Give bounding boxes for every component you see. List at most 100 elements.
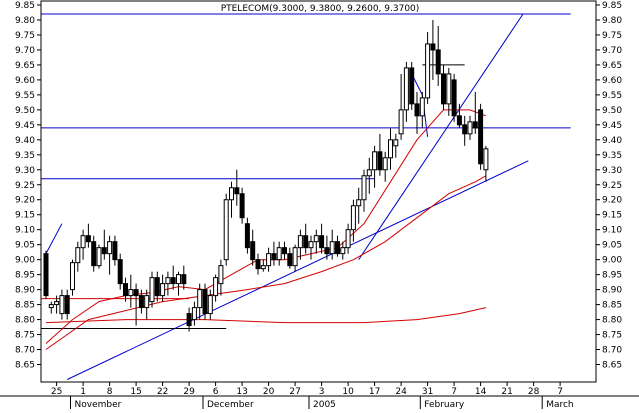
y-tick-label-right: 9.05	[602, 241, 622, 251]
x-tick-label: 20	[263, 387, 275, 397]
candle-body	[345, 229, 351, 249]
x-tick-label: 15	[130, 387, 141, 397]
candle-body	[340, 247, 346, 255]
candle-body	[48, 304, 54, 309]
candle-body	[234, 187, 240, 195]
x-tick-label: 21	[501, 387, 512, 397]
candle-body	[303, 235, 309, 249]
y-tick-label-left: 8.75	[15, 331, 35, 341]
candle-body	[409, 67, 415, 105]
candle-body	[70, 262, 75, 291]
candle-body	[388, 139, 393, 159]
candle-body	[271, 253, 277, 261]
candle-body	[54, 301, 60, 306]
y-tick-label-right: 8.70	[602, 346, 622, 356]
candle-body	[372, 151, 378, 171]
right-axis: 8.65 8.70 8.75 8.80 8.85 8.90 8.95 9.00 9.05 9.10…	[596, 1, 622, 371]
left-axis: 8.65 8.70 8.75 8.80 8.85 8.90 8.95 9.00 9.05 9.10…	[15, 1, 41, 371]
x-tick-label: 7	[451, 387, 457, 397]
candle-body	[239, 193, 245, 219]
month-label: February	[424, 400, 465, 409]
x-tick-label: 25	[51, 387, 62, 397]
candle-body	[377, 151, 383, 171]
moving-average-line	[45, 109, 487, 344]
moving-average-line	[45, 175, 487, 350]
candle-body	[451, 79, 457, 117]
y-tick-label-right: 8.75	[602, 331, 622, 341]
candle-body	[483, 148, 489, 171]
month-label: November	[75, 400, 122, 409]
y-tick-label-left: 8.95	[15, 271, 35, 281]
y-tick-label-right: 9.80	[602, 16, 622, 26]
x-tick-label: 22	[157, 387, 168, 397]
y-tick-label-right: 9.65	[602, 61, 622, 71]
y-tick-label-right: 9.70	[602, 46, 622, 56]
candle-body	[186, 313, 192, 327]
candle-body	[176, 274, 181, 285]
x-tick-label: 13	[236, 387, 247, 397]
candle-body	[472, 121, 478, 129]
y-tick-label-left: 9.15	[15, 211, 35, 221]
candle-body	[170, 277, 176, 285]
candle-body	[123, 283, 128, 297]
x-tick-label: 27	[289, 387, 300, 397]
candle-body	[85, 235, 91, 243]
x-tick-label: 28	[528, 387, 540, 397]
moving-average-line	[45, 307, 487, 324]
plot-frame	[40, 0, 597, 383]
y-tick-label-right: 9.20	[602, 196, 622, 206]
y-tick-label-left: 9.40	[15, 136, 35, 146]
y-tick-label-right: 8.90	[602, 286, 622, 296]
candle-body	[403, 67, 409, 111]
candle-body	[112, 241, 118, 261]
y-tick-label-right: 9.25	[602, 181, 622, 191]
y-tick-label-right: 9.10	[602, 226, 622, 236]
candle-body	[441, 73, 446, 105]
y-tick-label-right: 9.85	[602, 1, 622, 11]
candle-body	[335, 241, 340, 255]
y-tick-label-right: 9.40	[602, 136, 622, 146]
candle-body	[456, 115, 462, 126]
candle-body	[282, 247, 287, 255]
candle-body	[43, 253, 49, 297]
candle-body	[287, 253, 293, 267]
candle-body	[276, 247, 282, 261]
x-tick-label: 6	[213, 387, 219, 397]
y-tick-label-left: 9.70	[15, 46, 35, 56]
y-tick-label-left: 9.20	[15, 196, 35, 206]
candle-body	[462, 124, 468, 135]
candle-body	[181, 274, 187, 285]
y-tick-label-right: 9.50	[602, 106, 622, 116]
candle-body	[117, 259, 123, 285]
y-tick-label-right: 9.00	[602, 256, 622, 266]
y-tick-label-left: 8.90	[15, 286, 35, 296]
candle-body	[80, 235, 86, 249]
candle-body	[165, 277, 171, 285]
y-tick-label-left: 9.55	[15, 91, 35, 101]
candle-body	[149, 277, 155, 303]
candle-body	[255, 259, 261, 270]
y-tick-label-right: 8.95	[602, 271, 622, 281]
x-tick-label: 10	[342, 387, 354, 397]
x-tick-label: 24	[395, 387, 407, 397]
y-tick-label-left: 8.65	[15, 361, 35, 371]
x-tick-label: 1	[80, 387, 86, 397]
y-tick-label-right: 9.75	[602, 31, 622, 41]
y-tick-label-left: 9.50	[15, 106, 35, 116]
candle-body	[96, 247, 102, 267]
candle-body	[244, 223, 250, 249]
moving-averages	[45, 109, 487, 350]
candle-body	[213, 277, 219, 297]
y-tick-label-left: 9.05	[15, 241, 35, 251]
y-tick-label-left: 8.70	[15, 346, 35, 356]
candle-body	[324, 247, 330, 255]
trend-line	[45, 223, 63, 254]
candle-body	[446, 73, 452, 105]
candle-body	[467, 121, 473, 135]
candle-body	[202, 289, 208, 315]
y-tick-label-left: 9.45	[15, 121, 35, 131]
candle-body	[414, 103, 420, 117]
candle-body	[361, 175, 367, 201]
